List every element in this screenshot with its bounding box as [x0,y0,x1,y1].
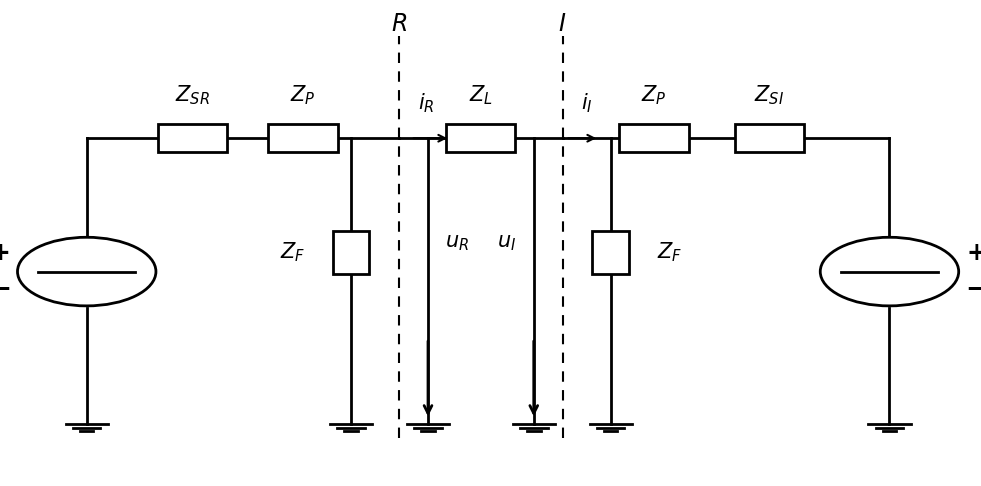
Text: +: + [966,241,981,265]
Text: $Z_F$: $Z_F$ [657,241,682,264]
Bar [735,124,803,152]
Bar [446,124,515,152]
Text: $u_I$: $u_I$ [497,233,516,253]
Bar [593,231,629,274]
Text: $u_R$: $u_R$ [445,233,469,253]
Text: −: − [0,278,11,303]
Text: $Z_P$: $Z_P$ [290,84,316,107]
Text: $i_R$: $i_R$ [418,92,435,115]
Text: $Z_{SI}$: $Z_{SI}$ [754,84,784,107]
Text: $Z_P$: $Z_P$ [642,84,667,107]
Text: $i_I$: $i_I$ [581,92,593,115]
Text: $Z_L$: $Z_L$ [469,84,492,107]
Text: $Z_{SR}$: $Z_{SR}$ [175,84,210,107]
Bar [333,231,370,274]
Circle shape [820,237,958,306]
Text: $R$: $R$ [391,12,407,36]
Circle shape [18,237,156,306]
Text: $Z_F$: $Z_F$ [280,241,305,264]
Bar [158,124,227,152]
Bar [619,124,689,152]
Text: $I$: $I$ [558,12,567,36]
Text: −: − [965,278,981,303]
Bar [269,124,337,152]
Text: +: + [0,241,10,265]
